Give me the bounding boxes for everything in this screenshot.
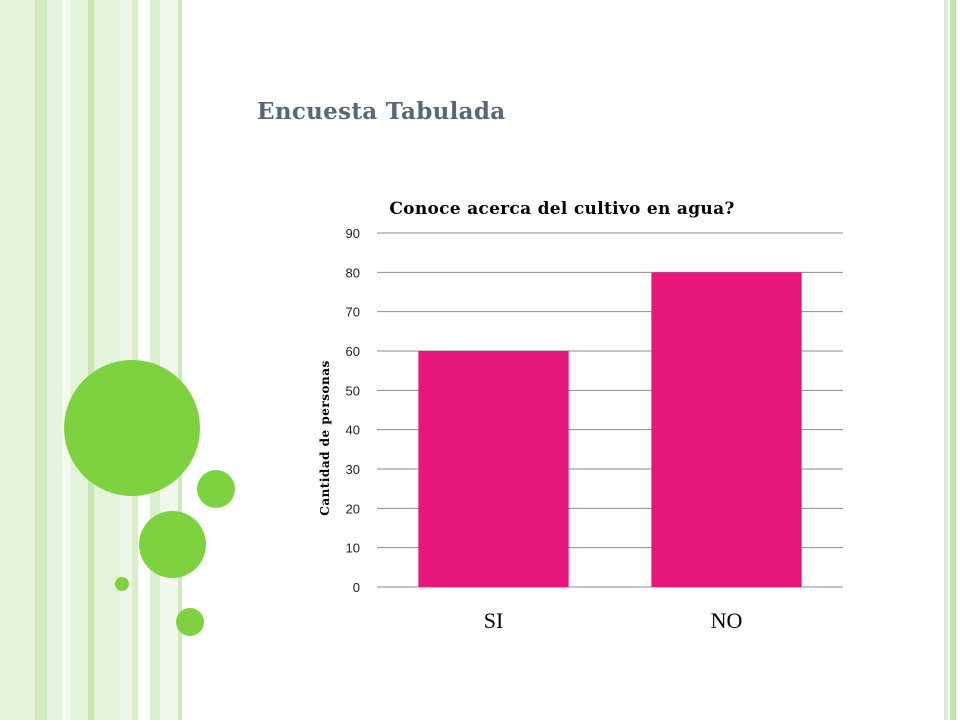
y-tick-label: 60	[346, 344, 360, 359]
y-tick-label: 20	[346, 501, 360, 516]
decor-stripe	[88, 0, 94, 720]
chart-title: Conoce acerca del cultivo en agua?	[389, 199, 734, 219]
decor-stripe	[35, 0, 47, 720]
decor-stripe	[150, 0, 160, 720]
y-tick-label: 10	[346, 541, 360, 556]
x-tick-label: SI	[484, 608, 504, 633]
decor-stripe	[0, 0, 120, 720]
decor-circle	[115, 577, 129, 591]
decor-circle	[64, 360, 200, 496]
bar-chart: Conoce acerca del cultivo en agua? Canti…	[318, 199, 843, 633]
decor-stripe	[950, 0, 956, 720]
y-tick-label: 80	[346, 265, 360, 280]
decor-circle	[176, 608, 204, 636]
decor-circle	[139, 511, 206, 578]
y-tick-label: 70	[346, 305, 360, 320]
decor-stripe	[944, 0, 948, 720]
x-ticks: SI NO	[484, 608, 743, 633]
decor-stripe	[62, 0, 70, 720]
bar-si	[418, 351, 569, 587]
slide-title: Encuesta Tabulada	[257, 98, 506, 125]
y-tick-label: 40	[346, 423, 360, 438]
y-tick-label: 30	[346, 462, 360, 477]
x-tick-label: NO	[711, 608, 743, 633]
y-tick-label: 50	[346, 383, 360, 398]
y-tick-label: 0	[353, 580, 360, 595]
bar-no	[651, 272, 802, 587]
bars	[418, 272, 802, 587]
decor-stripe	[160, 0, 178, 720]
y-axis-label: Cantidad de personas	[318, 360, 332, 515]
decor-circle	[197, 470, 235, 508]
decor-stripe	[178, 0, 182, 720]
y-tick-label: 90	[346, 226, 360, 241]
y-ticks: 0 10 20 30 40 50 60 70 80 90	[346, 226, 360, 595]
